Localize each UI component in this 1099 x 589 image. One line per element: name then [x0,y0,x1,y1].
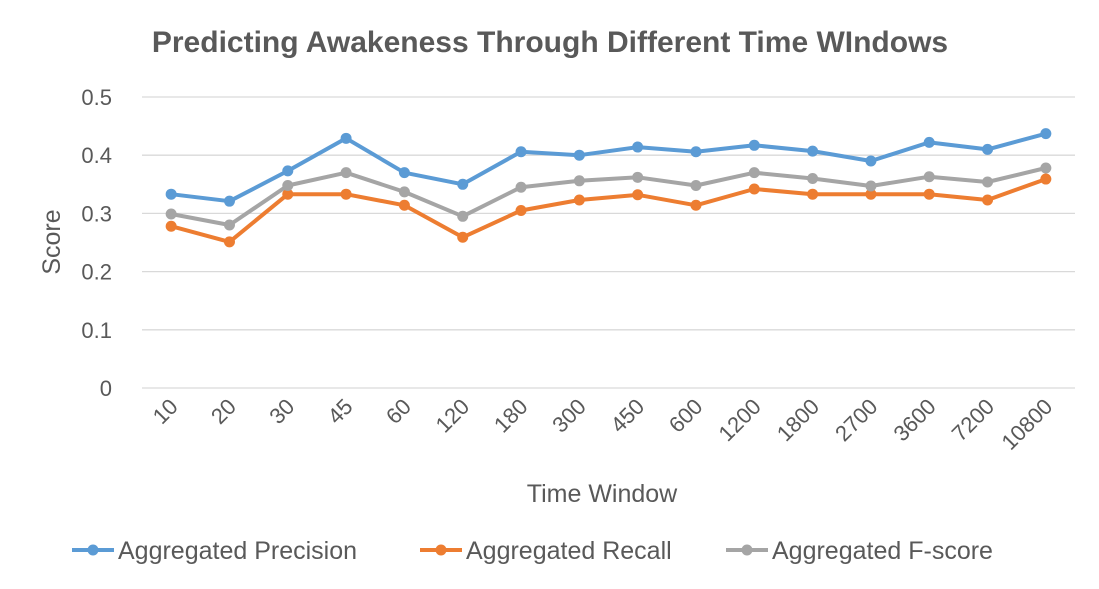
data-point [282,165,294,177]
data-point [398,167,410,179]
x-tick-label: 180 [489,394,533,438]
data-point [807,145,819,157]
x-tick-label: 3600 [888,394,940,446]
legend-label: Aggregated Precision [118,537,357,565]
series [165,173,1052,248]
data-point [457,231,469,243]
data-point [923,188,935,200]
x-tick-label: 10 [148,394,183,429]
data-point [515,204,527,216]
legend-label: Aggregated F-score [772,537,993,565]
legend-label: Aggregated Recall [466,537,672,565]
data-point [165,220,177,232]
legend-swatch-marker [741,544,753,556]
legend-item: Aggregated Precision [72,537,357,565]
y-tick-label: 0.1 [81,318,112,343]
data-point [923,136,935,148]
y-tick-label: 0.5 [81,85,112,110]
data-point [982,143,994,155]
x-tick-label: 450 [606,394,650,438]
y-axis-ticks: 0 0.1 0.2 0.3 0.4 0.5 [81,85,112,401]
data-point [982,176,994,188]
x-tick-label: 20 [206,394,241,429]
gridlines [142,96,1075,389]
x-tick-label: 600 [664,394,708,438]
data-point [690,146,702,158]
series [165,162,1052,231]
data-point [340,167,352,179]
data-point [748,183,760,195]
x-tick-label: 60 [381,394,416,429]
data-point [690,199,702,211]
data-point [923,171,935,183]
y-tick-label: 0.3 [81,201,112,226]
series-line [169,177,1048,244]
x-axis-label: Time Window [527,480,678,508]
data-point [1040,162,1052,174]
x-tick-label: 45 [323,394,358,429]
series-lines [165,128,1052,248]
x-tick-label: 2700 [830,394,882,446]
series-line [169,131,1048,204]
data-point [865,155,877,167]
data-point [865,188,877,200]
legend-item: Aggregated Recall [420,537,672,565]
data-point [398,186,410,198]
data-point [1040,128,1052,140]
chart-title: Predicting Awakeness Through Different T… [152,26,948,59]
data-point [632,189,644,201]
data-point [748,167,760,179]
data-point [340,132,352,144]
data-point [457,178,469,190]
data-point [282,188,294,200]
data-point [690,179,702,191]
data-point [807,172,819,184]
data-point [165,188,177,200]
data-point [515,181,527,193]
legend: Aggregated Precision Aggregated Recall Agg… [72,537,993,565]
data-point [223,219,235,231]
y-tick-label: 0.2 [81,260,112,285]
data-point [165,208,177,220]
data-point [282,179,294,191]
data-point [340,188,352,200]
data-point [573,194,585,206]
data-point [632,171,644,183]
x-axis-ticks: 10 20 30 45 60 120 180 300 450 600 1200 1800 2700 360… [148,394,1058,455]
x-tick-label: 7200 [947,394,999,446]
legend-swatch-marker [435,544,447,556]
x-tick-label: 10800 [996,394,1057,455]
data-point [398,199,410,211]
y-axis-label: Score [38,209,66,274]
data-point [457,210,469,222]
data-point [223,236,235,248]
data-point [1040,173,1052,185]
x-tick-label: 1200 [714,394,766,446]
x-tick-label: 1800 [772,394,824,446]
data-point [632,141,644,153]
x-tick-label: 300 [547,394,591,438]
data-point [223,195,235,207]
data-point [748,139,760,151]
y-tick-label: 0 [100,376,112,401]
x-tick-label: 120 [431,394,475,438]
series [165,128,1052,207]
legend-item: Aggregated F-score [726,537,993,565]
legend-swatch-marker [87,544,99,556]
data-point [573,149,585,161]
data-point [982,194,994,206]
series-line [169,166,1048,227]
x-tick-label: 30 [264,394,299,429]
y-tick-label: 0.4 [81,143,112,168]
data-point [515,146,527,158]
data-point [807,188,819,200]
data-point [865,180,877,192]
data-point [573,175,585,187]
